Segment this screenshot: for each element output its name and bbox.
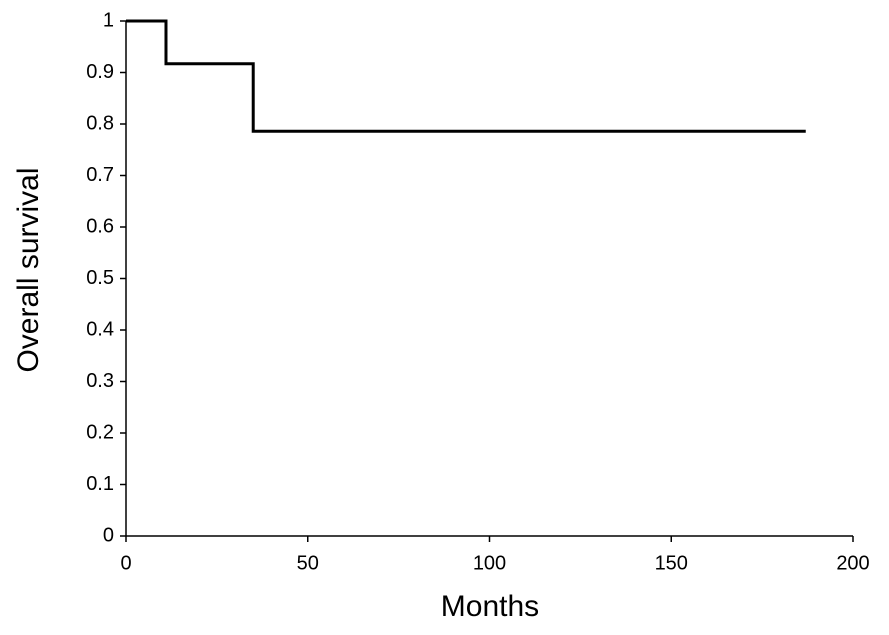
y-tick-label: 0.6 xyxy=(86,215,114,237)
y-tick-label: 0.5 xyxy=(86,267,114,289)
survival-line xyxy=(126,19,806,133)
y-tick-label: 0.3 xyxy=(86,370,114,392)
x-tick-label: 0 xyxy=(120,552,131,574)
y-tick-label: 0.9 xyxy=(86,61,114,83)
x-tick-label: 150 xyxy=(655,552,688,574)
x-axis-title: Months xyxy=(441,590,539,623)
y-tick-label: 0 xyxy=(103,524,114,546)
y-tick-label: 0.4 xyxy=(86,318,114,340)
y-tick-label: 0.2 xyxy=(86,421,114,443)
x-tick-label: 100 xyxy=(473,552,506,574)
x-tick-label: 200 xyxy=(836,552,869,574)
y-tick-label: 0.7 xyxy=(86,164,114,186)
y-tick-label: 1 xyxy=(103,9,114,31)
y-axis-title: Overall survival xyxy=(12,167,45,372)
x-tick-label: 50 xyxy=(297,552,319,574)
y-tick-label: 0.1 xyxy=(86,473,114,495)
y-tick-label: 0.8 xyxy=(86,112,114,134)
